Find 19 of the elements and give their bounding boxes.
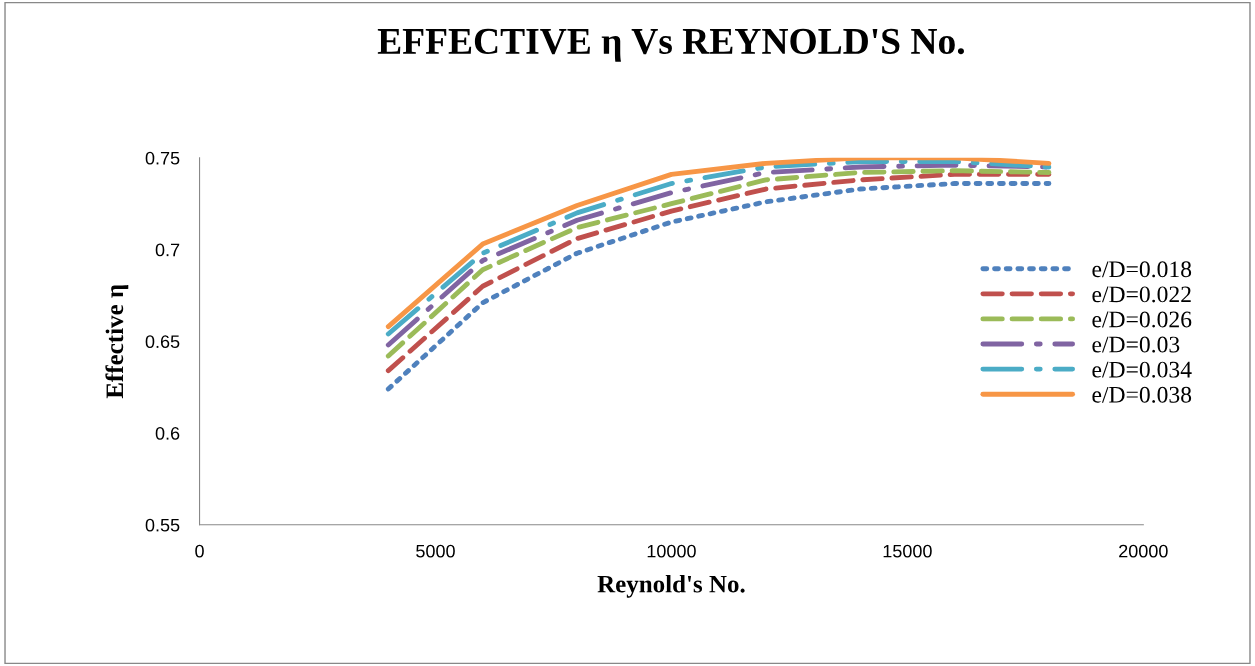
y-tick-label: 0.7	[155, 243, 180, 257]
y-tick-label: 0.65	[145, 335, 180, 349]
legend-label: e/D=0.018	[1092, 261, 1192, 278]
legend-label: e/D=0.034	[1092, 361, 1192, 378]
legend-label: e/D=0.03	[1092, 336, 1180, 353]
x-tick-label: 10000	[647, 544, 696, 558]
x-tick-label: 20000	[1119, 544, 1168, 558]
legend-label: e/D=0.038	[1092, 386, 1192, 403]
legend-label: e/D=0.026	[1092, 311, 1192, 328]
y-axis-title: Effective η	[105, 284, 129, 399]
chart-title: EFFECTIVE η Vs REYNOLD'S No.	[377, 28, 964, 62]
x-tick-label: 0	[195, 544, 204, 558]
y-tick-label: 0.6	[155, 427, 180, 440]
legend-label: e/D=0.022	[1092, 286, 1191, 303]
x-tick-label: 5000	[416, 544, 455, 558]
x-axis-title: Reynold's No.	[597, 574, 745, 598]
y-tick-label: 0.55	[145, 518, 180, 532]
y-tick-label: 0.75	[145, 151, 180, 165]
x-tick-label: 15000	[883, 544, 932, 558]
